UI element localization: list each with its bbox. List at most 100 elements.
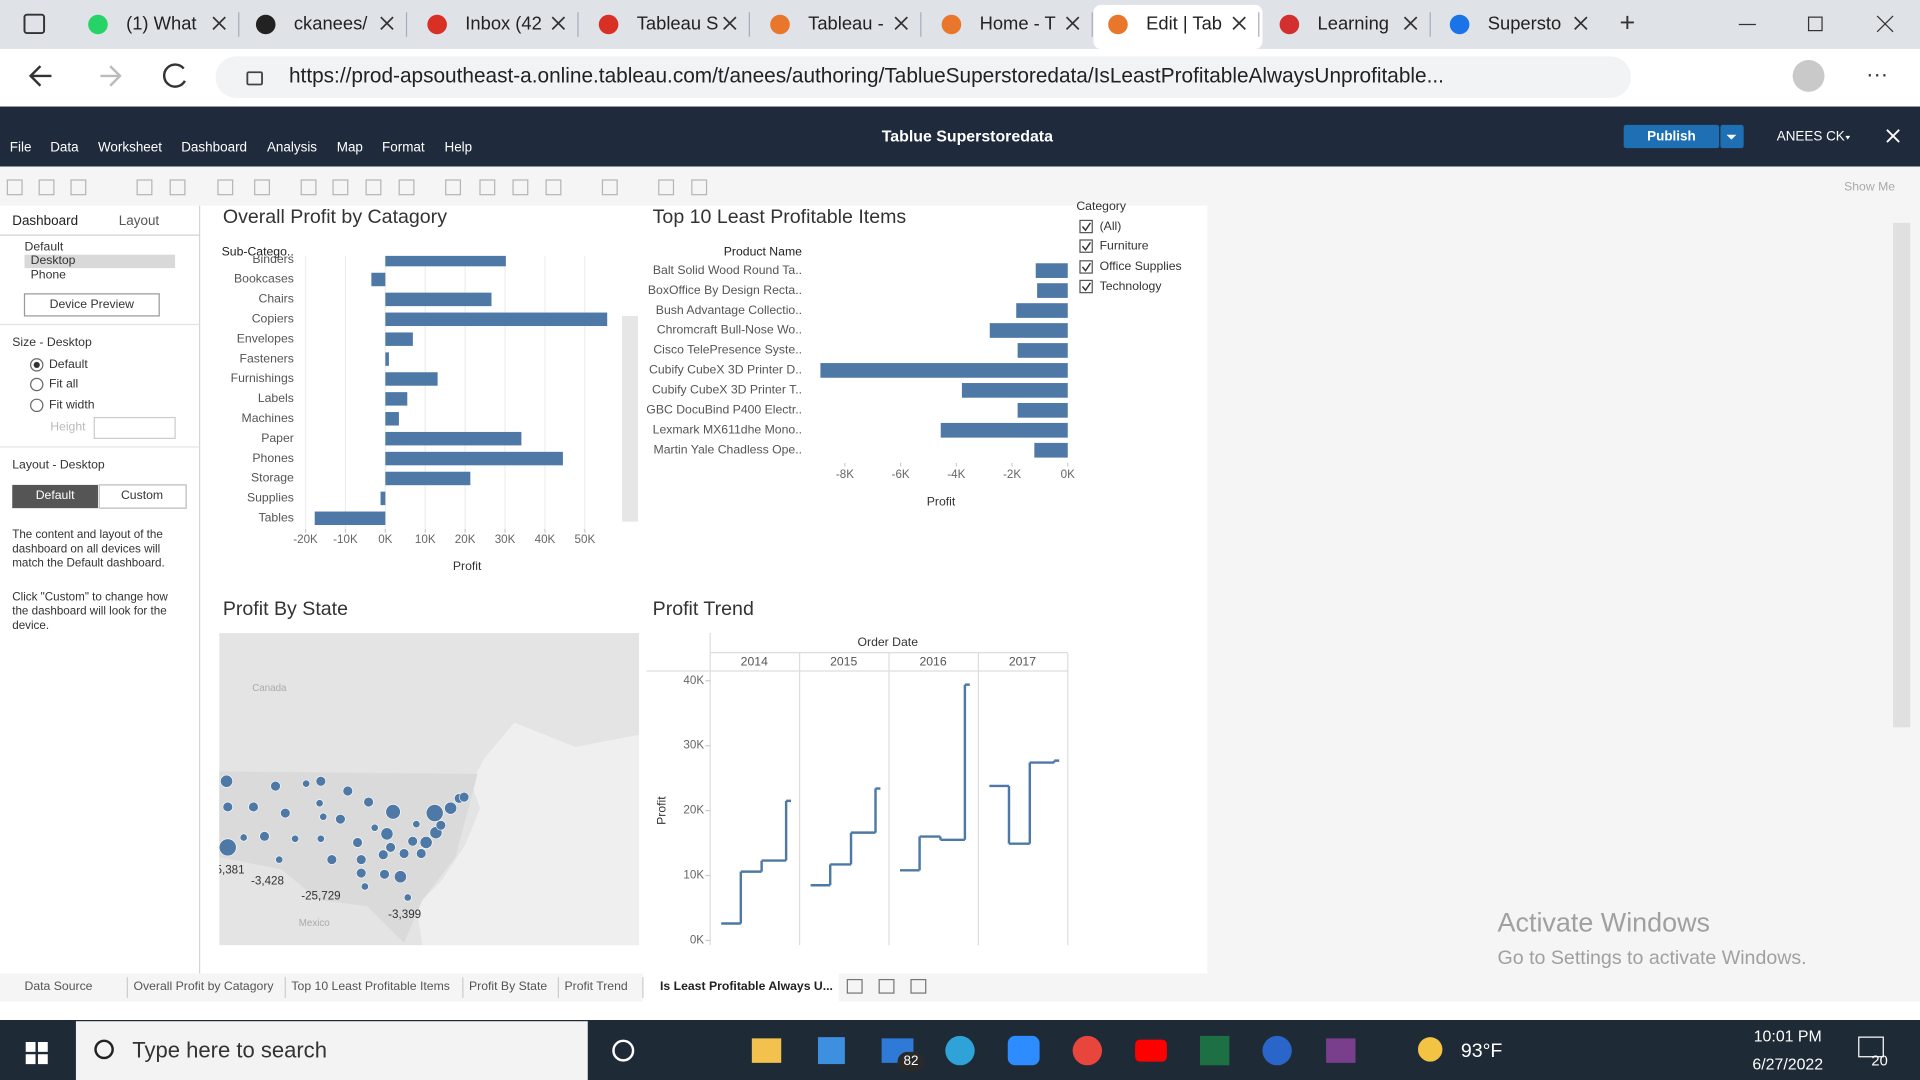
filter-item[interactable]: (All) xyxy=(1100,219,1122,233)
layout-default-button[interactable] xyxy=(12,484,98,509)
toolbar-button[interactable] xyxy=(217,179,234,196)
map-bubble[interactable] xyxy=(412,820,421,829)
browser-tab[interactable]: Tableau - xyxy=(808,12,884,33)
map-bubble[interactable] xyxy=(275,855,284,864)
search-placeholder[interactable]: Type here to search xyxy=(132,1038,327,1063)
tab-close[interactable] xyxy=(212,16,226,30)
tab-icon[interactable] xyxy=(1449,14,1470,35)
map-bubble[interactable] xyxy=(342,785,353,797)
menu-item[interactable]: Map xyxy=(337,140,363,155)
tab-close[interactable] xyxy=(1574,16,1588,30)
toolbar-button[interactable] xyxy=(6,179,23,196)
tab-actions-icon[interactable] xyxy=(23,13,46,35)
toolbar-button[interactable] xyxy=(70,179,87,196)
tab-close[interactable] xyxy=(1403,16,1418,30)
map-bubble[interactable] xyxy=(280,807,291,819)
forward-button[interactable] xyxy=(100,65,122,87)
restore[interactable] xyxy=(1807,16,1823,32)
tab-close[interactable] xyxy=(380,16,394,30)
toolbar-button[interactable] xyxy=(445,179,462,196)
toolbar-button[interactable] xyxy=(254,179,270,196)
explorer-icon[interactable] xyxy=(751,1038,782,1063)
url-text[interactable]: https://prod-apsoutheast-a.online.tablea… xyxy=(289,65,1444,88)
map-bubble[interactable] xyxy=(222,801,233,813)
browser-tab[interactable]: Tableau S xyxy=(637,12,719,33)
map-bubble[interactable] xyxy=(291,834,300,843)
browser-tab[interactable]: Inbox (42 xyxy=(465,12,542,33)
publish-button[interactable] xyxy=(1623,124,1720,149)
new-sheet-button[interactable] xyxy=(910,978,927,994)
toolbar-button[interactable] xyxy=(38,179,55,196)
tab-icon[interactable] xyxy=(598,14,619,35)
lock-icon[interactable] xyxy=(246,71,263,86)
close-window[interactable] xyxy=(1876,15,1894,33)
button-label[interactable]: Custom xyxy=(121,488,163,502)
checkbox[interactable] xyxy=(1079,260,1093,274)
tab-icon[interactable] xyxy=(1108,14,1128,35)
map-bubble[interactable] xyxy=(302,779,311,788)
search-box[interactable] xyxy=(75,1021,588,1080)
browser-tab[interactable]: ckanees/ xyxy=(294,12,368,33)
map-bubble[interactable] xyxy=(416,848,427,859)
map-bubble[interactable] xyxy=(352,837,363,848)
map-bubble[interactable] xyxy=(315,776,327,787)
map-bubble[interactable] xyxy=(425,804,444,822)
tab-close[interactable] xyxy=(1065,16,1080,30)
panel-tab[interactable]: Dashboard xyxy=(12,213,78,228)
toolbar-button[interactable] xyxy=(691,179,708,196)
browser-tab[interactable]: (1) What xyxy=(126,12,196,33)
map-bubble[interactable] xyxy=(458,791,470,803)
map-bubble[interactable] xyxy=(363,796,374,808)
tab-close[interactable] xyxy=(894,16,908,30)
youtube-icon[interactable] xyxy=(1135,1039,1167,1062)
map-bubble[interactable] xyxy=(403,893,412,902)
map-bubble[interactable] xyxy=(385,804,401,820)
map-bubble[interactable] xyxy=(370,823,379,832)
clock-date[interactable]: 6/27/2022 xyxy=(1752,1057,1823,1074)
map-bubble[interactable] xyxy=(356,867,367,879)
map-bubble[interactable] xyxy=(316,834,325,843)
cortana[interactable] xyxy=(612,1039,635,1062)
filter-item[interactable]: Office Supplies xyxy=(1100,259,1182,273)
toolbar-button[interactable] xyxy=(398,179,415,196)
tab-close[interactable] xyxy=(723,16,737,30)
device-preview-button[interactable] xyxy=(23,293,160,317)
menu-item[interactable]: Analysis xyxy=(267,140,317,155)
menu-item[interactable]: Data xyxy=(50,140,79,155)
tab-icon[interactable] xyxy=(427,14,447,35)
map-bubble[interactable] xyxy=(315,799,324,808)
browser-tab[interactable]: Home - T xyxy=(980,12,1056,33)
toolbar-button[interactable] xyxy=(332,179,349,196)
menu-item[interactable]: Dashboard xyxy=(181,140,247,155)
more-menu[interactable]: ··· xyxy=(1866,62,1888,87)
map-bubble[interactable] xyxy=(435,820,447,831)
notification-icon[interactable] xyxy=(1858,1036,1884,1058)
toolbar-button[interactable] xyxy=(300,179,317,196)
toolbar-button[interactable] xyxy=(169,179,186,196)
map-bubble[interactable] xyxy=(385,842,396,853)
map-bubble[interactable] xyxy=(319,812,328,821)
sheet-tab[interactable]: Profit Trend xyxy=(564,979,627,993)
profile-avatar[interactable] xyxy=(1792,60,1825,92)
radio[interactable] xyxy=(30,398,44,413)
menu-item[interactable]: Help xyxy=(444,140,472,155)
tab-icon[interactable] xyxy=(1279,14,1300,35)
show-me[interactable]: Show Me xyxy=(1844,180,1895,194)
tab-close[interactable] xyxy=(1232,16,1246,30)
sheet-tab[interactable]: Profit By State xyxy=(469,979,547,993)
device-option[interactable]: Desktop xyxy=(31,253,76,267)
edge-icon[interactable] xyxy=(945,1035,975,1066)
toolbar-button[interactable] xyxy=(601,179,618,196)
menu-item[interactable]: File xyxy=(10,140,32,155)
checkbox[interactable] xyxy=(1079,239,1093,253)
panel-tab[interactable]: Layout xyxy=(119,213,160,228)
toolbar-button[interactable] xyxy=(545,179,562,196)
map-bubble[interactable] xyxy=(356,854,367,865)
checkbox[interactable] xyxy=(1079,279,1093,294)
toolbar-button[interactable] xyxy=(365,179,382,196)
scrollbar[interactable] xyxy=(1893,222,1911,728)
tab-icon[interactable] xyxy=(770,14,790,35)
map-bubble[interactable] xyxy=(419,836,433,849)
sheet-tab[interactable]: Overall Profit by Catagory xyxy=(133,979,274,993)
weather-text[interactable]: 93°F xyxy=(1461,1040,1503,1062)
